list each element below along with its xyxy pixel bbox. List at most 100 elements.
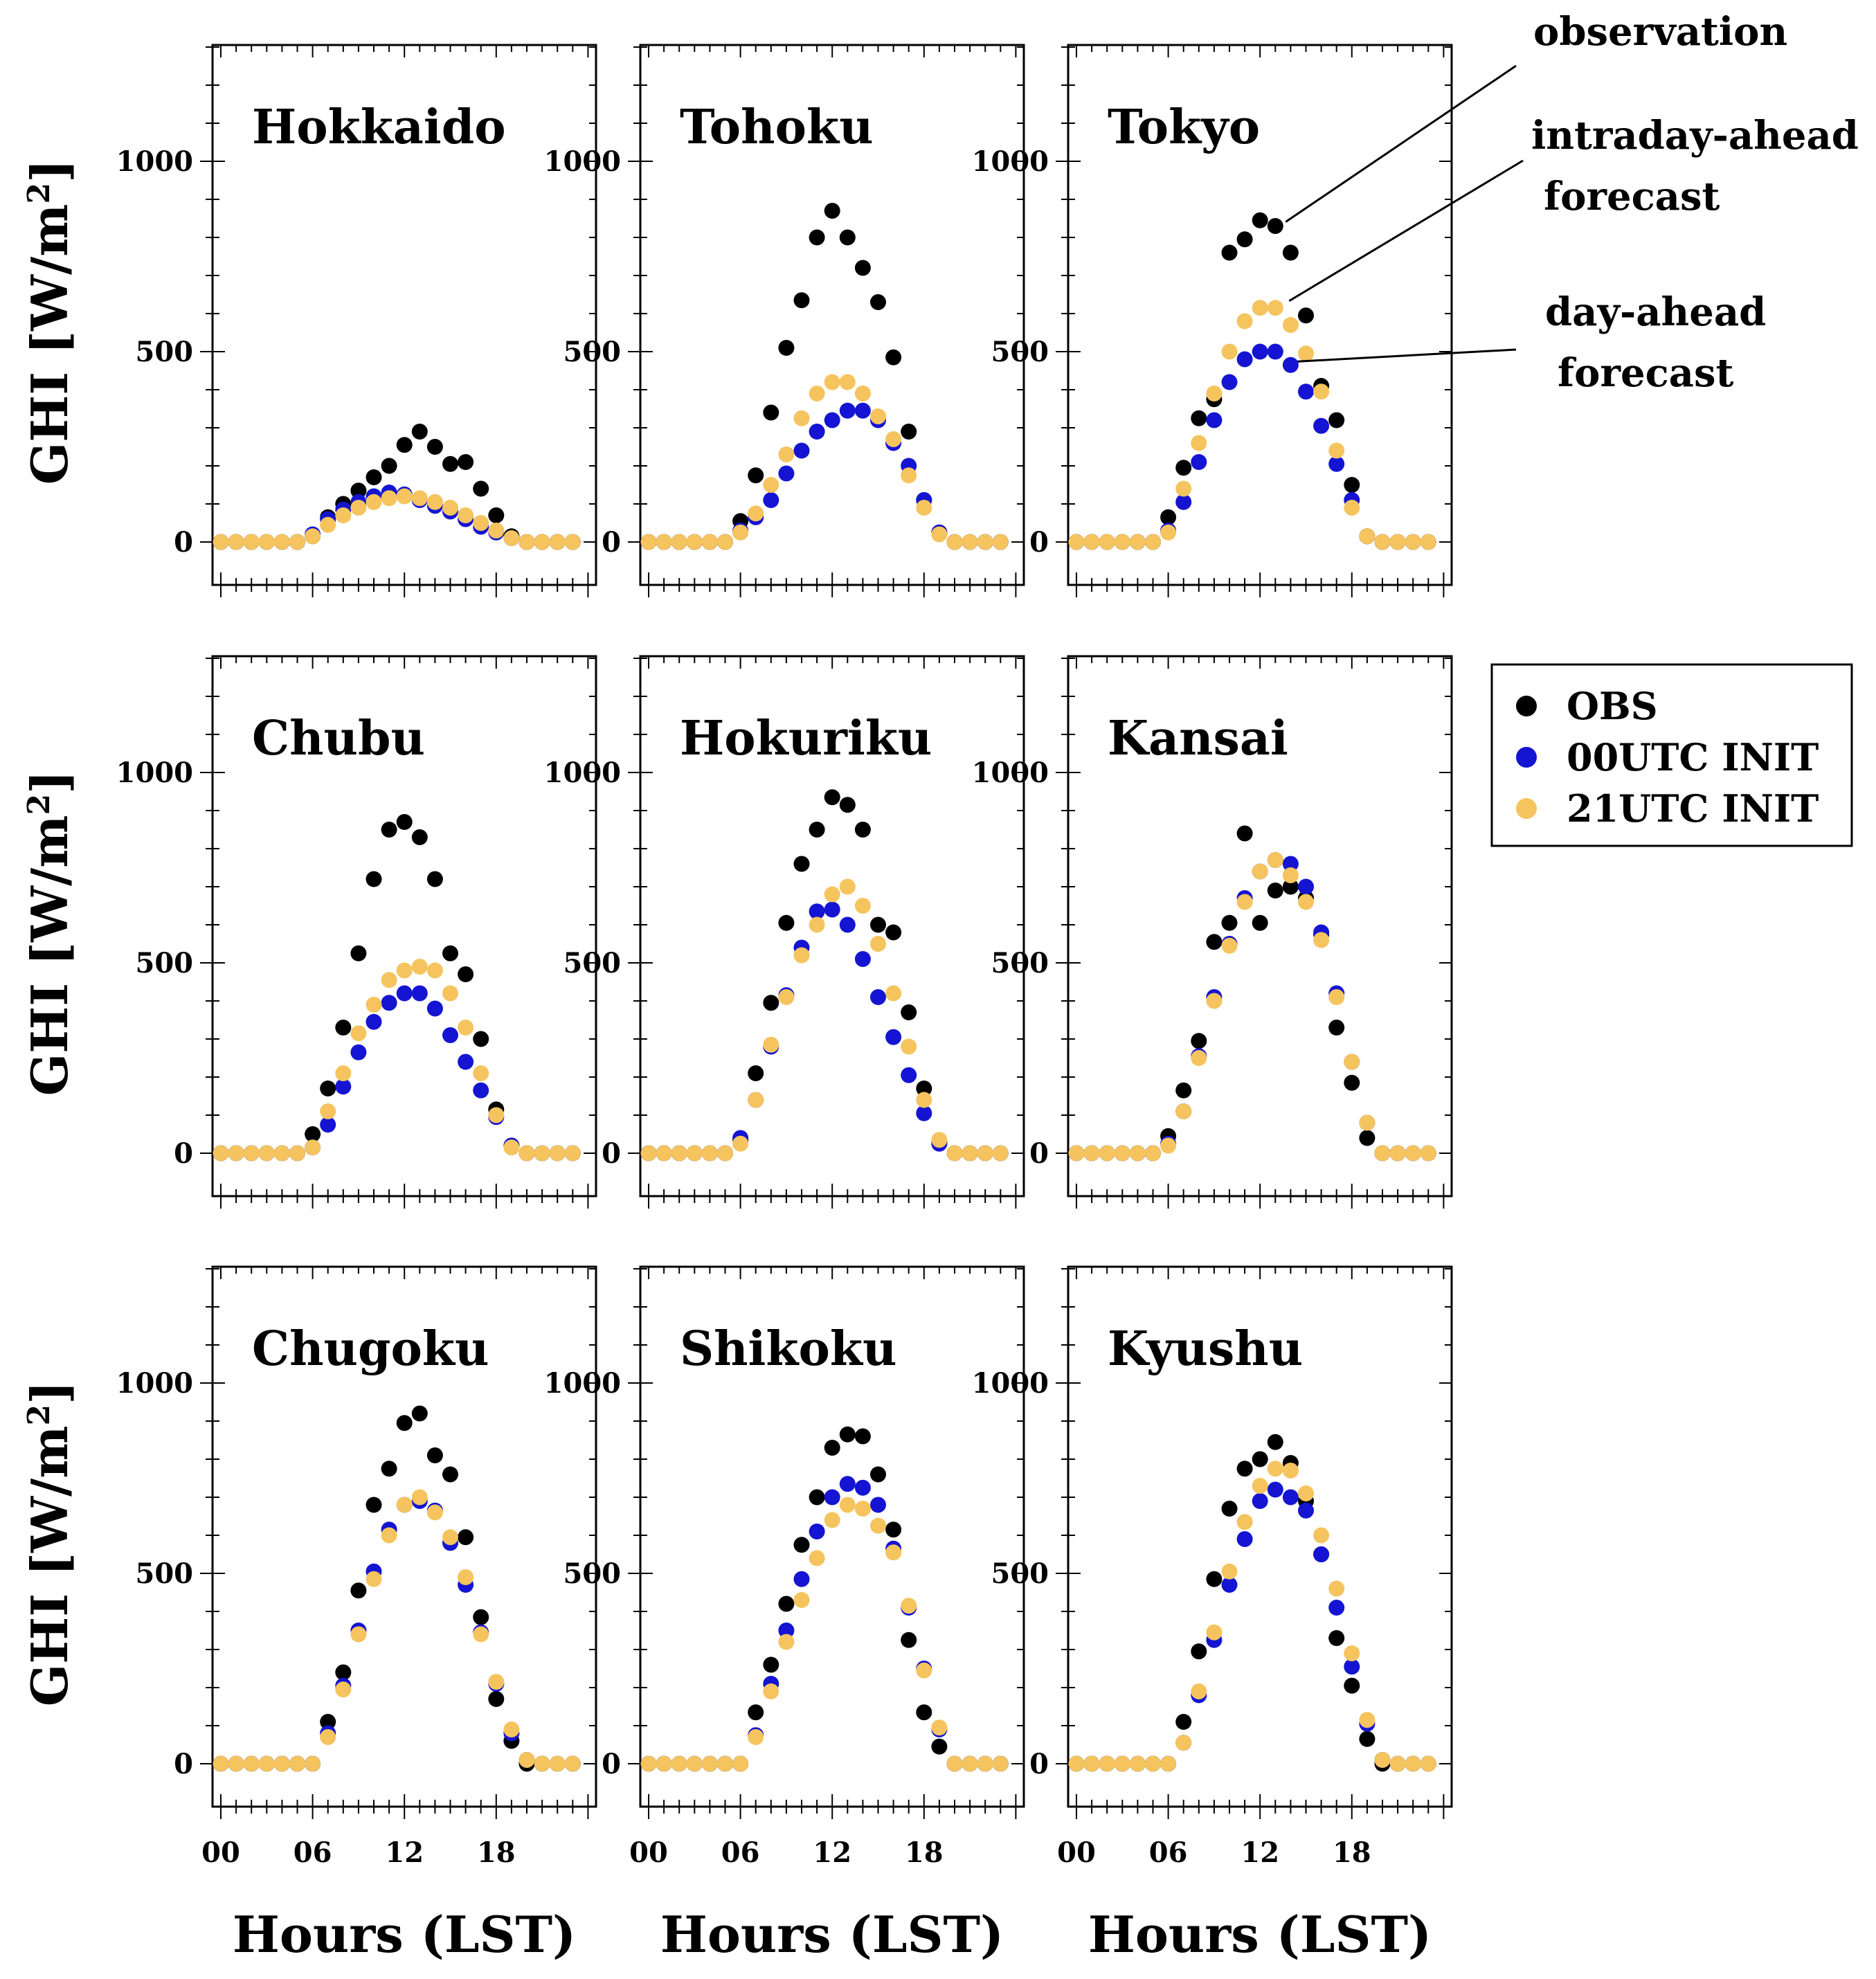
point-obs: [1206, 1571, 1223, 1587]
point-init21: [564, 534, 581, 550]
point-obs: [442, 1466, 458, 1483]
point-init21: [1405, 534, 1421, 550]
point-init00: [854, 1479, 871, 1496]
point-obs: [350, 945, 367, 961]
point-init21: [946, 1145, 963, 1162]
point-init21: [273, 1145, 290, 1162]
point-init21: [518, 1752, 535, 1768]
point-init21: [686, 1755, 703, 1772]
point-init00: [411, 985, 428, 1002]
panel-hokuriku: 0 500 1000 Hokuriku: [544, 655, 1025, 1209]
annotation-leader: [1285, 64, 1517, 223]
point-init21: [1389, 534, 1406, 550]
annotation-leader: [1297, 348, 1517, 363]
point-obs: [809, 1489, 825, 1506]
point-obs: [1175, 460, 1192, 476]
point-obs: [824, 1440, 840, 1456]
point-init00: [442, 1027, 458, 1043]
point-init21: [977, 534, 993, 550]
point-init21: [473, 1065, 489, 1081]
point-obs: [396, 437, 413, 453]
point-obs: [320, 1714, 336, 1730]
point-init21: [977, 1755, 993, 1772]
point-init00: [870, 989, 886, 1005]
point-init21: [1206, 386, 1223, 401]
point-obs: [426, 1447, 443, 1463]
point-obs: [1236, 825, 1253, 842]
point-init21: [289, 1755, 305, 1772]
point-init21: [396, 488, 413, 505]
legend-box: [1490, 663, 1853, 847]
point-init21: [1282, 867, 1299, 883]
x-tick-label: 00: [1057, 1836, 1096, 1869]
point-obs: [411, 424, 428, 440]
point-init21: [366, 1571, 382, 1587]
point-init21: [458, 507, 474, 523]
point-obs: [366, 1497, 382, 1513]
panel-tokyo: 0 500 1000 Tokyo: [972, 44, 1453, 597]
annotation-text: day-ahead: [1545, 289, 1766, 335]
annotation-text: forecast: [1558, 350, 1733, 396]
point-init00: [854, 402, 871, 419]
point-init21: [701, 1145, 718, 1162]
point-init00: [1236, 1531, 1253, 1547]
point-obs: [763, 404, 779, 421]
point-init21: [564, 1755, 581, 1772]
point-obs: [748, 1065, 764, 1081]
point-init21: [320, 516, 336, 533]
point-init21: [748, 1092, 764, 1108]
point-obs: [350, 482, 367, 499]
legend-marker-obs: [1516, 696, 1537, 716]
point-obs: [320, 1081, 336, 1096]
y-tick-label: 500: [563, 947, 622, 979]
point-init21: [901, 1038, 917, 1055]
point-obs: [411, 1405, 428, 1422]
point-init21: [1344, 500, 1360, 516]
point-init21: [442, 985, 458, 1002]
point-init21: [839, 1497, 856, 1513]
point-obs: [442, 945, 458, 961]
panel-title: Tohoku: [680, 100, 874, 155]
point-init00: [1252, 343, 1268, 360]
point-obs: [901, 424, 917, 440]
point-init21: [992, 1755, 1009, 1772]
y-tick-label: 500: [563, 1557, 622, 1590]
x-tick-label: 00: [201, 1836, 240, 1869]
point-obs: [1328, 1630, 1345, 1646]
point-init21: [977, 1145, 993, 1162]
point-init21: [748, 505, 764, 522]
point-init21: [289, 534, 305, 550]
point-obs: [916, 1081, 932, 1096]
x-tick-label: 06: [1149, 1836, 1188, 1869]
point-init21: [962, 1145, 978, 1162]
point-init21: [228, 1145, 244, 1162]
point-obs: [1191, 410, 1207, 426]
point-init21: [1191, 435, 1207, 451]
point-init00: [885, 1029, 902, 1045]
point-init21: [656, 1145, 672, 1162]
point-init21: [335, 1065, 352, 1081]
y-tick-label: 500: [136, 336, 194, 368]
point-init21: [854, 898, 871, 914]
point-init21: [549, 1145, 566, 1162]
point-init21: [870, 1517, 886, 1534]
point-obs: [335, 1664, 352, 1681]
point-init21: [1160, 524, 1177, 541]
point-init21: [839, 878, 856, 895]
point-obs: [1175, 1082, 1192, 1099]
point-obs: [1221, 914, 1238, 931]
point-obs: [381, 458, 397, 474]
point-init21: [518, 1145, 535, 1162]
y-axis-label-sup: 2: [21, 183, 57, 204]
point-init21: [870, 936, 886, 952]
point-init00: [793, 1571, 810, 1587]
point-init21: [320, 1103, 336, 1119]
point-init21: [1252, 1478, 1268, 1494]
point-init00: [366, 1013, 382, 1030]
y-tick-label: 500: [136, 1557, 194, 1590]
point-init21: [916, 1662, 932, 1679]
point-obs: [931, 1738, 948, 1755]
point-obs: [1344, 1677, 1360, 1694]
point-init21: [1389, 1145, 1406, 1162]
point-init21: [732, 1755, 749, 1772]
